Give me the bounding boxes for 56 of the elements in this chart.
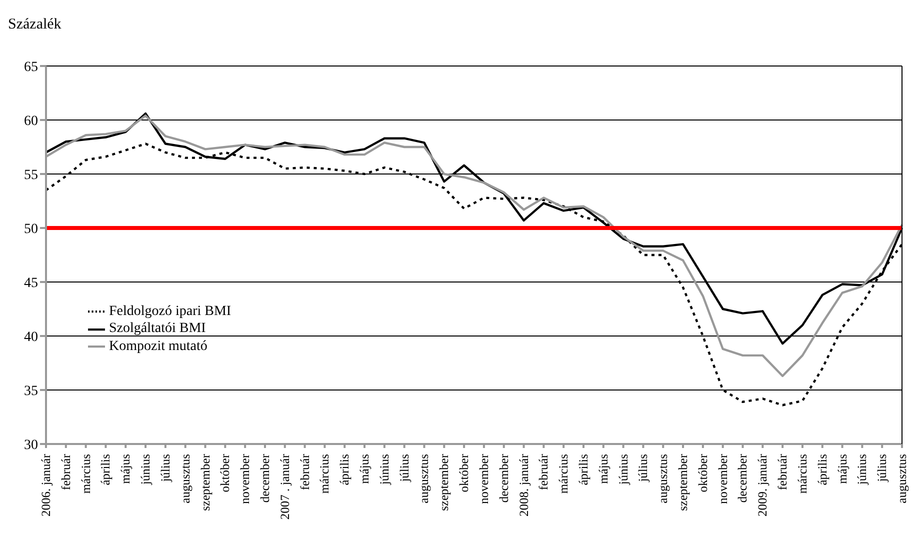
- x-tick-label: szeptember: [198, 453, 212, 511]
- legend-label: Kompozit mutató: [109, 338, 208, 354]
- x-tick-label: augusztus: [178, 454, 192, 504]
- y-tick-label: 65: [24, 60, 38, 75]
- x-tick-label: május: [118, 454, 133, 484]
- x-tick-label: december: [736, 453, 750, 503]
- x-tick-label: augusztus: [417, 454, 432, 504]
- x-tick-label: szeptember: [676, 453, 690, 511]
- x-tick-label: 2006. január: [39, 453, 53, 516]
- x-tick-label: március: [318, 454, 332, 494]
- x-tick-label: július: [636, 454, 650, 483]
- x-tick-label: június: [855, 454, 870, 486]
- x-tick-label: november: [476, 453, 491, 504]
- x-tick-label: október: [218, 453, 232, 492]
- x-tick-label: március: [556, 454, 571, 494]
- x-tick-label: augusztus: [656, 454, 670, 504]
- y-tick-label: 35: [24, 384, 38, 399]
- x-tick-label: október: [696, 453, 710, 492]
- x-tick-label: április: [338, 454, 352, 486]
- x-tick-label: november: [238, 453, 252, 504]
- x-tick-label: 2008. január: [516, 453, 531, 516]
- x-tick-label: szeptember: [437, 453, 452, 511]
- x-tick-label: augusztus: [895, 454, 909, 504]
- legend-label: Szolgáltatói BMI: [109, 321, 206, 336]
- x-tick-label: április: [576, 454, 590, 486]
- x-tick-label: március: [795, 454, 810, 494]
- x-tick-label: november: [716, 453, 730, 504]
- x-tick-label: május: [596, 454, 610, 484]
- x-tick-label: október: [457, 453, 472, 492]
- y-tick-label: 55: [24, 168, 38, 183]
- x-tick-label: február: [536, 453, 551, 490]
- legend-label: Feldolgozó ipari BMI: [109, 304, 232, 319]
- y-axis-title: Százalék: [8, 16, 62, 33]
- x-tick-label: július: [397, 454, 412, 483]
- x-tick-label: május: [835, 454, 850, 484]
- x-tick-label: május: [358, 454, 372, 484]
- y-tick-label: 40: [24, 330, 38, 345]
- x-tick-label: július: [875, 454, 890, 483]
- x-tick-label: december: [496, 453, 511, 503]
- x-tick-label: február: [298, 453, 312, 490]
- y-tick-label: 45: [24, 276, 38, 291]
- x-tick-label: július: [158, 454, 172, 483]
- x-tick-label: december: [258, 453, 272, 503]
- x-tick-label: március: [78, 454, 93, 494]
- x-tick-label: június: [138, 454, 153, 486]
- x-tick-label: június: [616, 454, 630, 486]
- x-tick-label: április: [98, 454, 113, 486]
- y-tick-label: 30: [24, 438, 38, 453]
- x-tick-label: június: [377, 454, 392, 486]
- y-tick-label: 60: [24, 114, 38, 129]
- x-tick-label: február: [776, 453, 790, 490]
- x-tick-label: 2007 . január: [278, 453, 292, 520]
- y-tick-label: 50: [24, 222, 38, 237]
- x-tick-label: február: [58, 453, 73, 490]
- x-tick-label: 2009. január: [756, 453, 770, 516]
- x-tick-label: április: [815, 454, 830, 486]
